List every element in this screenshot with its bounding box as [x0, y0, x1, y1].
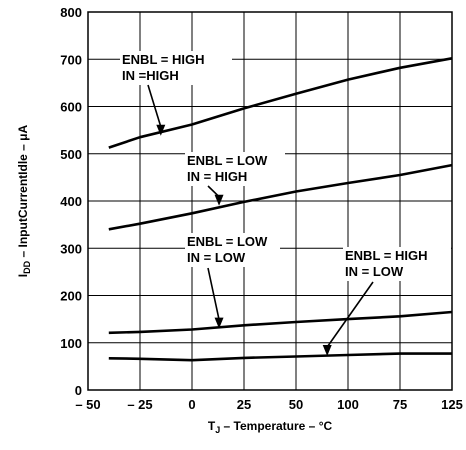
x-tick-label: 25: [237, 397, 251, 412]
x-tick-label: – 50: [75, 397, 100, 412]
x-axis-title: TJ – Temperature – °C: [208, 419, 333, 435]
y-tick-label: 500: [60, 147, 82, 162]
annotation-text: IN =HIGH: [122, 68, 179, 83]
y-tick-label: 100: [60, 336, 82, 351]
annotation-text: ENBL = LOW: [187, 153, 268, 168]
annotation-arrow-line: [326, 281, 374, 348]
annotation-text: IN = LOW: [345, 264, 404, 279]
series-layer: [108, 57, 453, 362]
y-tick-label: 0: [75, 383, 82, 398]
series-line-3: [108, 310, 453, 335]
x-tick-label: 100: [337, 397, 359, 412]
series-line-2: [108, 163, 453, 231]
y-axis-title: IDD – InputCurrentIdle – μA: [16, 124, 32, 277]
tick-labels: – 50 – 25 0 25 50 100 75 125 0 100 200 300 400 500 600…: [60, 5, 463, 412]
y-axis-title-rest: – InputCurrentIdle – μA: [16, 124, 30, 260]
y-axis-title-sub: DD: [22, 260, 32, 273]
annotation-arrow-line: [207, 267, 220, 320]
y-tick-label: 400: [60, 194, 82, 209]
y-tick-label: 600: [60, 100, 82, 115]
y-tick-label: 200: [60, 289, 82, 304]
y-tick-label: 800: [60, 5, 82, 20]
annotation-text: IN = LOW: [187, 250, 246, 265]
annotation-arrowhead: [214, 317, 224, 329]
series-line-4: [108, 352, 452, 362]
x-tick-label: 0: [188, 397, 195, 412]
annotation-text: ENBL = HIGH: [345, 248, 427, 263]
x-tick-label: – 25: [127, 397, 152, 412]
x-tick-label: 75: [393, 397, 407, 412]
annotation-text: ENBL = LOW: [187, 234, 268, 249]
annotation-arrowhead: [214, 194, 224, 206]
annotation-arrow-line: [147, 84, 162, 128]
annotation-arrowhead: [322, 344, 332, 356]
annotation-text: IN = HIGH: [187, 169, 247, 184]
plot-frame: [87, 11, 453, 391]
x-tick-label: 125: [441, 397, 463, 412]
y-tick-label: 300: [60, 241, 82, 256]
x-axis-title-sub: J: [215, 425, 220, 435]
series-line-1: [108, 57, 453, 149]
x-tick-label: 50: [289, 397, 303, 412]
y-tick-label: 700: [60, 52, 82, 67]
annotation-arrowhead: [156, 124, 166, 136]
x-axis-title-rest: – Temperature – °C: [220, 419, 332, 433]
annotation-text: ENBL = HIGH: [122, 52, 204, 67]
x-axis-title-main: T: [208, 419, 216, 433]
y-axis-title-main: I: [16, 274, 30, 277]
